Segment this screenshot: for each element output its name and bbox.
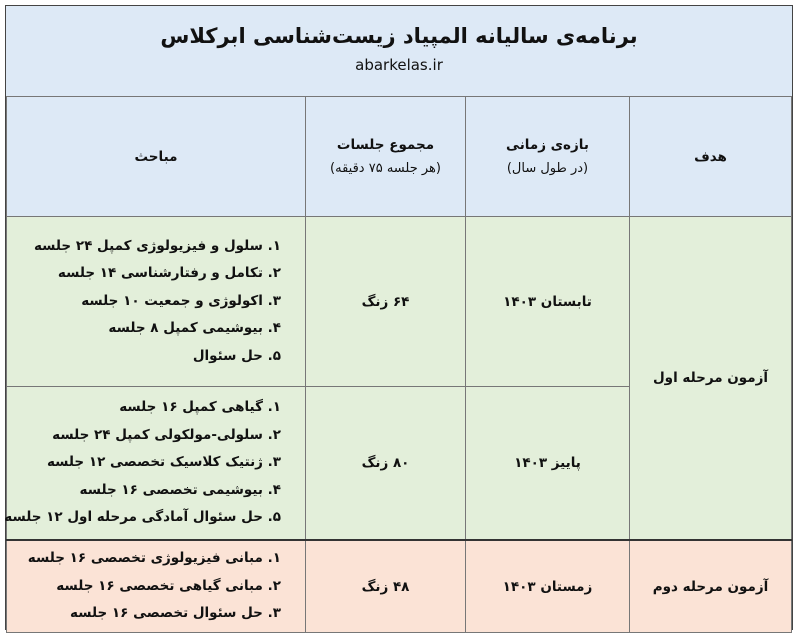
header-sessions-label: مجموع جلسات xyxy=(336,137,435,153)
header-goal: هدف xyxy=(629,96,792,217)
topic-item: ۲. تکامل و رفتارشناسی ۱۴ جلسه xyxy=(57,265,281,282)
goal-cell: آزمون مرحله دوم xyxy=(629,539,792,633)
period-cell: زمستان ۱۴۰۳ xyxy=(465,539,630,633)
goal-cell: آزمون مرحله اول xyxy=(629,216,792,541)
topics-cell: ۱. سلول و فیزیولوژی کمپل ۲۴ جلسه ۲. تکام… xyxy=(6,216,306,387)
table-row: آزمون مرحله اول تابستان ۱۴۰۳ ۶۴ زنگ ۱. س… xyxy=(6,216,792,541)
topic-item: ۲. مبانی گیاهی تخصصی ۱۶ جلسه xyxy=(56,577,281,594)
title-band: برنامه‌ی سالیانه المپیاد زیست‌شناسی ابرک… xyxy=(6,6,792,98)
schedule-table: هدف بازه‌ی زمانی (در طول سال) مجموع جلسات… xyxy=(4,96,792,633)
sessions-cell: ۴۸ زنگ xyxy=(305,539,466,633)
header-sessions: مجموع جلسات (هر جلسه ۷۵ دقیقه) xyxy=(305,96,466,217)
topic-item: ۵. حل سئوال آمادگی مرحله اول ۱۲ جلسه xyxy=(4,509,281,526)
schedule-sheet: برنامه‌ی سالیانه المپیاد زیست‌شناسی ابرک… xyxy=(4,5,793,633)
site-url: abarkelas.ir xyxy=(355,56,443,74)
topic-item: ۱. گیاهی کمپل ۱۶ جلسه xyxy=(119,399,281,416)
header-period-sub: (در طول سال) xyxy=(506,161,589,176)
topic-item: ۲. سلولی-مولکولی کمپل ۲۴ جلسه xyxy=(52,426,281,443)
sessions-cell: ۶۴ زنگ xyxy=(305,216,466,387)
header-sessions-sub: (هر جلسه ۷۵ دقیقه) xyxy=(330,161,441,176)
topics-cell: ۱. مبانی فیزیولوژی تخصصی ۱۶ جلسه ۲. مبان… xyxy=(6,539,306,633)
page-title: برنامه‌ی سالیانه المپیاد زیست‌شناسی ابرک… xyxy=(160,24,638,48)
topic-item: ۴. بیوشیمی کمپل ۸ جلسه xyxy=(108,320,281,337)
header-period: بازه‌ی زمانی (در طول سال) xyxy=(465,96,630,217)
topics-cell: ۱. گیاهی کمپل ۱۶ جلسه ۲. سلولی-مولکولی ک… xyxy=(4,386,306,541)
topic-item: ۱. مبانی فیزیولوژی تخصصی ۱۶ جلسه xyxy=(27,550,281,567)
sessions-cell: ۸۰ زنگ xyxy=(305,386,466,541)
topic-item: ۳. اکولوژی و جمعیت ۱۰ جلسه xyxy=(81,292,281,309)
header-topics: مباحث xyxy=(6,96,306,217)
table-row: آزمون مرحله دوم زمستان ۱۴۰۳ ۴۸ زنگ ۱. مب… xyxy=(6,539,792,633)
table-header-row: هدف بازه‌ی زمانی (در طول سال) مجموع جلسات… xyxy=(6,96,792,217)
period-cell: تابستان ۱۴۰۳ xyxy=(465,216,630,387)
topic-item: ۴. بیوشیمی تخصصی ۱۶ جلسه xyxy=(79,481,281,498)
period-cell: پاییز ۱۴۰۳ xyxy=(465,386,630,541)
header-period-label: بازه‌ی زمانی xyxy=(506,137,589,153)
topic-item: ۵. حل سئوال xyxy=(192,347,281,364)
topic-item: ۳. ژنتیک کلاسیک تخصصی ۱۲ جلسه xyxy=(47,454,281,471)
topic-item: ۳. حل سئوال تخصصی ۱۶ جلسه xyxy=(70,605,281,622)
topic-item: ۱. سلول و فیزیولوژی کمپل ۲۴ جلسه xyxy=(33,237,281,254)
